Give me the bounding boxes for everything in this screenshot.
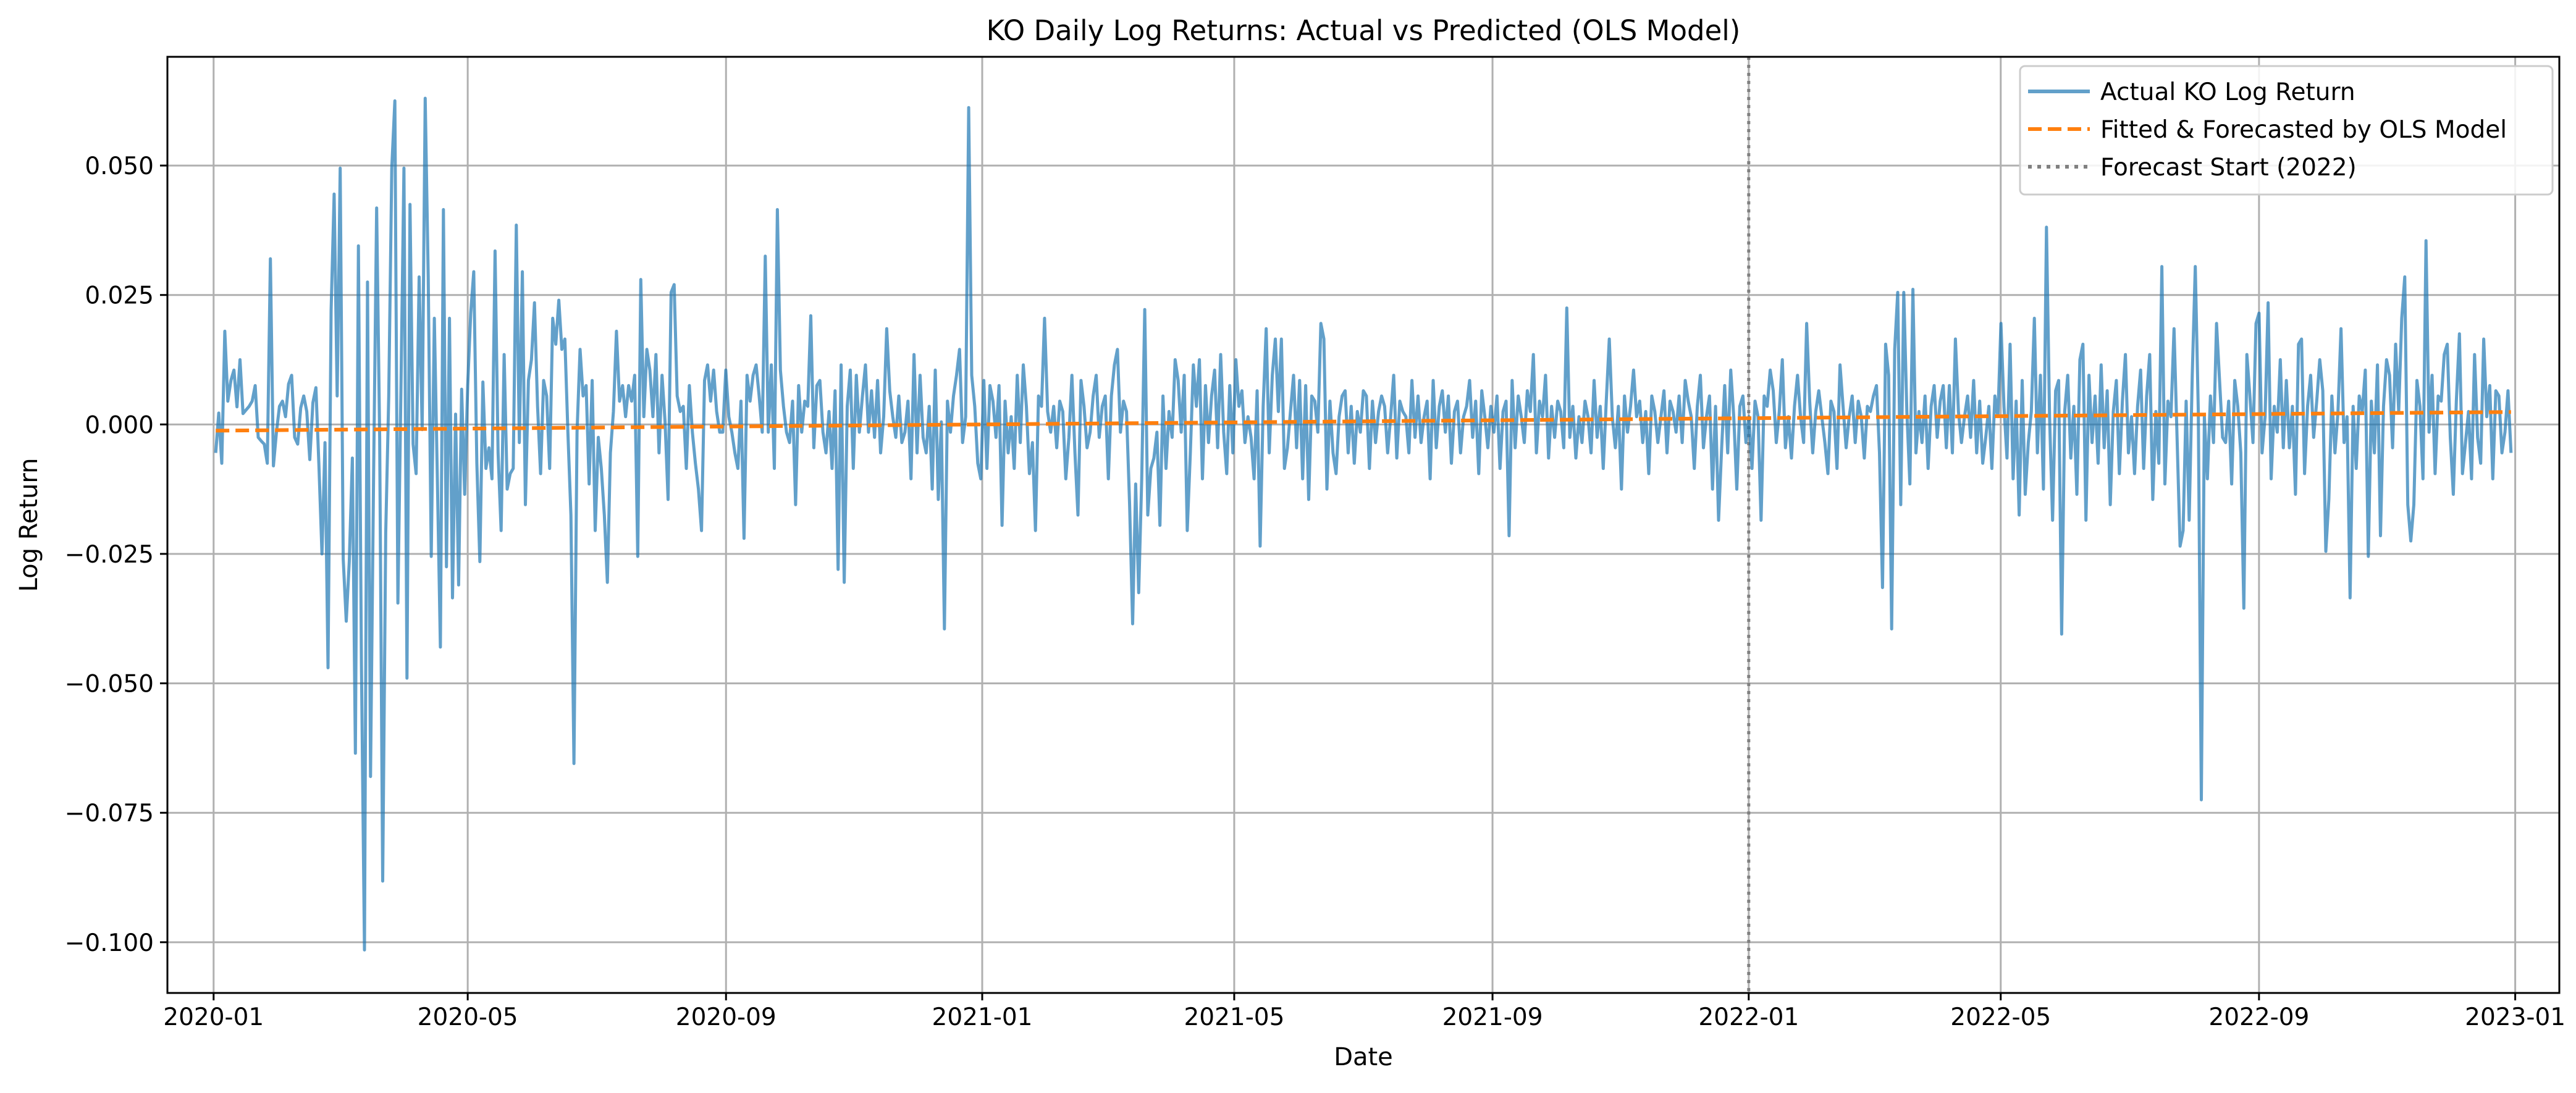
- y-axis-label: Log Return: [15, 458, 43, 592]
- x-axis: 2020-01 2020-05 2020-09 2021-01 2021-05 2021-…: [163, 993, 2565, 1031]
- y-tick-label: −0.075: [65, 800, 154, 827]
- x-tick-label: 2020-05: [418, 1003, 518, 1031]
- legend-label-actual: Actual KO Log Return: [2100, 78, 2355, 106]
- y-tick-label: 0.025: [85, 282, 154, 310]
- legend: Actual KO Log Return Fitted & Forecasted…: [2019, 65, 2554, 196]
- legend-label-forecast: Forecast Start (2022): [2100, 154, 2357, 182]
- y-tick-label: 0.000: [85, 411, 154, 439]
- y-axis: 0.050 0.025 0.000 −0.025 −0.050 −0.075 −0.100: [65, 153, 167, 957]
- x-tick-label: 2022-01: [1698, 1003, 1799, 1031]
- x-tick-label: 2021-05: [1184, 1003, 1284, 1031]
- y-tick-label: 0.050: [85, 153, 154, 180]
- x-tick-label: 2023-01: [2465, 1003, 2565, 1031]
- y-tick-label: −0.050: [65, 671, 154, 698]
- y-tick-label: −0.025: [65, 541, 154, 569]
- legend-label-fitted: Fitted & Forecasted by OLS Model: [2100, 116, 2507, 144]
- legend-box: [2019, 65, 2554, 196]
- x-tick-label: 2020-09: [676, 1003, 777, 1031]
- x-axis-label: Date: [1334, 1043, 1393, 1071]
- ols-fitted-line: [216, 410, 2511, 433]
- chart-title: KO Daily Log Returns: Actual vs Predicte…: [987, 14, 1741, 47]
- plot-area-frame: [166, 56, 2561, 994]
- actual-return-line: [214, 96, 2513, 952]
- y-tick-label: −0.100: [65, 929, 154, 957]
- x-tick-label: 2020-01: [163, 1003, 264, 1031]
- x-tick-label: 2021-09: [1442, 1003, 1543, 1031]
- series-layer: [214, 96, 2513, 952]
- x-tick-label: 2022-05: [1950, 1003, 2051, 1031]
- x-tick-label: 2022-09: [2208, 1003, 2309, 1031]
- x-tick-label: 2021-01: [932, 1003, 1033, 1031]
